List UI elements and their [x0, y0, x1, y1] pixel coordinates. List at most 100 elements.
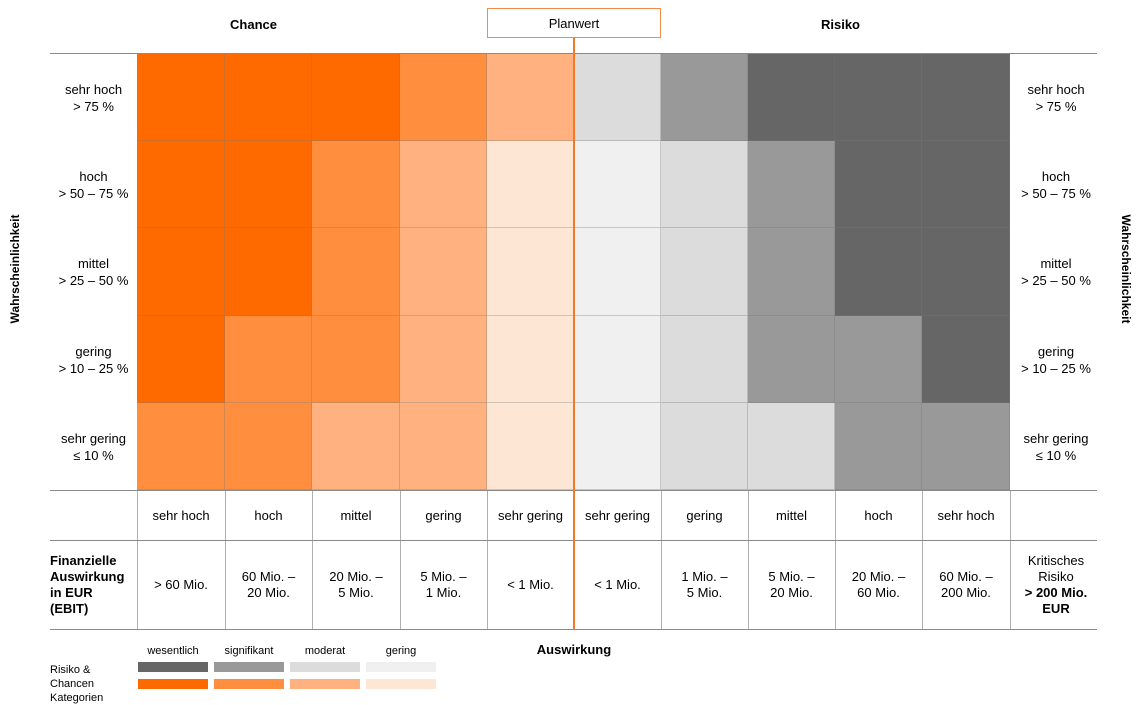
planwert-line [573, 38, 575, 630]
risk-cell [748, 228, 835, 316]
chance-heading: Chance [230, 17, 277, 32]
probability-range: ≤ 10 % [1035, 447, 1077, 463]
chance-cell [487, 228, 574, 316]
critical-risk-text: Kritisches Risiko [1027, 553, 1085, 584]
risiko-heading: Risiko [820, 17, 860, 32]
probability-range: > 50 – 75 % [1021, 185, 1091, 201]
probability-range: > 10 – 25 % [58, 360, 129, 376]
probability-row-label-left: sehr hoch > 75 % [50, 54, 137, 141]
chance-cell [137, 54, 225, 141]
financial-label-line: in EUR [50, 585, 93, 600]
chance-cell [312, 403, 400, 490]
financial-value: 60 Mio. – 20 Mio. [241, 569, 296, 600]
chance-cell [487, 141, 574, 228]
column-divider [487, 490, 488, 630]
chance-cell [225, 54, 312, 141]
column-divider [137, 490, 138, 630]
legend-category-label: moderat [304, 645, 346, 657]
column-divider [400, 490, 401, 630]
probability-range: > 75 % [1035, 98, 1077, 114]
probability-row-label-right: mittel > 25 – 50 % [1010, 228, 1102, 316]
legend-chance-swatch [290, 679, 360, 689]
legend-risk-swatch [214, 662, 284, 672]
legend-chance-swatch [138, 679, 208, 689]
probability-range: > 50 – 75 % [58, 185, 129, 201]
probability-row-label-right: hoch > 50 – 75 % [1010, 141, 1102, 228]
critical-risk-label: Kritisches Risiko > 200 Mio. EUR [1010, 541, 1102, 629]
financial-value: < 1 Mio. [507, 577, 554, 592]
chance-cell [137, 228, 225, 316]
probability-name: sehr gering [1023, 430, 1089, 446]
probability-row-label-right: sehr hoch > 75 % [1010, 54, 1102, 141]
legend-side-line: Chancen [50, 678, 95, 690]
impact-label: sehr hoch [152, 507, 210, 523]
chance-cell [137, 141, 225, 228]
probability-range: > 75 % [73, 98, 114, 114]
planwert-label: Planwert [548, 15, 600, 31]
chance-cell [400, 54, 487, 141]
risk-cell [661, 141, 748, 228]
chance-cell [400, 228, 487, 316]
risk-cell [661, 316, 748, 403]
legend-category-label: signifikant [224, 645, 274, 657]
legend-risk-swatch [290, 662, 360, 672]
legend-side-line: Kategorien [50, 692, 104, 704]
chance-cell [487, 54, 574, 141]
legend-risk-swatch [138, 662, 208, 672]
chance-cell [225, 316, 312, 403]
probability-row-label-left: gering > 10 – 25 % [50, 316, 137, 403]
risk-cell [748, 403, 835, 490]
legend-chance-swatch [214, 679, 284, 689]
risk-cell [661, 54, 748, 141]
probability-row-label-left: hoch > 50 – 75 % [50, 141, 137, 228]
probability-name: sehr hoch [64, 81, 123, 97]
risk-cell [748, 316, 835, 403]
chance-cell [312, 228, 400, 316]
impact-label: mittel [340, 507, 372, 523]
risk-cell [574, 228, 661, 316]
impact-label: sehr gering [497, 507, 564, 523]
probability-axis-label-left: Wahrscheinlichkeit [8, 214, 22, 324]
risk-cell [922, 403, 1010, 490]
financial-label-line: Auswirkung [50, 569, 125, 584]
probability-name: gering [75, 343, 112, 359]
impact-label: hoch [254, 507, 283, 523]
risk-cell [748, 141, 835, 228]
column-divider [922, 490, 923, 630]
probability-range: > 10 – 25 % [1021, 360, 1091, 376]
risk-cell [574, 316, 661, 403]
risk-cell [574, 403, 661, 490]
financial-value: 20 Mio. – 60 Mio. [851, 569, 906, 600]
probability-row-label-right: sehr gering ≤ 10 % [1010, 403, 1102, 490]
chance-cell [400, 141, 487, 228]
risk-cell [835, 316, 922, 403]
probability-range: > 25 – 50 % [58, 273, 129, 288]
financial-value: 20 Mio. – 5 Mio. [329, 569, 383, 600]
probability-row-label-left: sehr gering ≤ 10 % [50, 403, 137, 490]
impact-label: sehr gering [584, 507, 651, 523]
probability-name: hoch [79, 168, 108, 184]
probability-name: gering [1037, 343, 1075, 359]
chance-cell [137, 403, 225, 490]
probability-name: sehr gering [60, 430, 127, 446]
impact-label: gering [686, 507, 723, 523]
impact-axis-label: Auswirkung [536, 642, 612, 657]
financial-value: > 60 Mio. [154, 577, 208, 592]
risk-cell [574, 54, 661, 141]
risk-cell [922, 54, 1010, 141]
legend-category-label: gering [385, 645, 417, 657]
financial-label-line: (EBIT) [50, 601, 89, 616]
chance-cell [487, 316, 574, 403]
column-divider [661, 490, 662, 630]
risk-cell [661, 403, 748, 490]
probability-row-label-left: mittel > 25 – 50 % [50, 228, 137, 316]
column-divider [835, 490, 836, 630]
financial-value: 60 Mio. – 200 Mio. [939, 569, 993, 600]
probability-axis-label-right: Wahrscheinlichkeit [1119, 214, 1133, 324]
chance-cell [225, 403, 312, 490]
probability-name: mittel [1040, 256, 1072, 271]
probability-range: > 25 – 50 % [1021, 273, 1091, 288]
risk-cell [922, 141, 1010, 228]
risk-cell [574, 141, 661, 228]
probability-range: ≤ 10 % [73, 447, 114, 463]
